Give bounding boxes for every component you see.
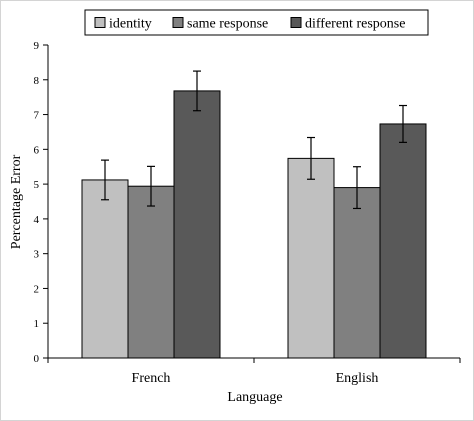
bar — [81, 179, 129, 359]
bar — [333, 187, 381, 359]
x-axis: French English — [47, 357, 461, 386]
bar — [127, 185, 175, 359]
bar — [173, 90, 221, 359]
y-tick-label: 9 — [34, 40, 40, 52]
y-axis: 0 1 2 3 4 5 6 7 8 9 — [34, 40, 49, 365]
y-tick-label: 1 — [34, 318, 40, 330]
category-label: English — [336, 371, 379, 386]
x-axis-title: Language — [227, 390, 282, 405]
y-tick-label: 2 — [34, 283, 40, 295]
y-tick-label: 3 — [34, 249, 40, 261]
y-tick-label: 6 — [34, 144, 40, 156]
legend-swatch — [94, 17, 106, 28]
y-tick-label: 7 — [34, 110, 40, 122]
y-axis-title: Percentage Error — [9, 154, 24, 249]
error-bars — [101, 70, 407, 210]
y-tick-label: 8 — [34, 75, 40, 87]
y-tick-label: 5 — [34, 179, 40, 191]
bars — [81, 90, 427, 359]
legend-box — [84, 9, 429, 36]
legend-label: different response — [305, 17, 405, 32]
y-tick-label: 4 — [34, 214, 40, 226]
y-tick-label: 0 — [34, 353, 40, 365]
bar — [379, 123, 427, 359]
legend-swatch — [290, 17, 302, 28]
bar — [287, 157, 335, 359]
legend-label: identity — [109, 17, 152, 32]
legend: identity same response different response — [84, 9, 429, 36]
legend-swatch — [172, 17, 184, 28]
legend-label: same response — [187, 17, 268, 32]
category-label: French — [132, 371, 171, 386]
